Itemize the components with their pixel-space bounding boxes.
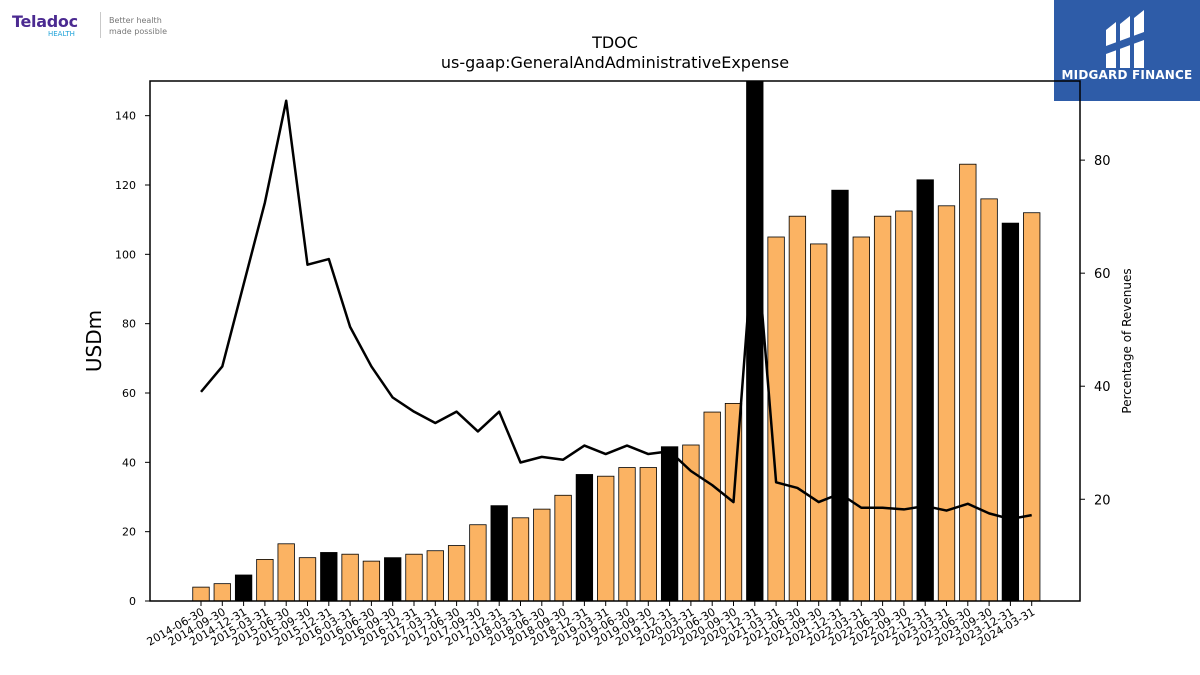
y-tick-label: 120	[115, 179, 136, 192]
left-axis: 0 20 40 60 80 100 120 140	[115, 110, 150, 608]
bar-2018-03-31	[511, 517, 530, 602]
bar-2022-12-31	[916, 179, 934, 602]
bar-2021-12-31	[831, 189, 849, 602]
bar-2015-03-31	[256, 559, 274, 602]
bar-2018-12-31	[575, 474, 594, 602]
y-tick-label: 0	[129, 595, 136, 608]
bar-2019-06-30	[618, 467, 636, 602]
y-tick-label: 100	[115, 248, 136, 261]
bar-2023-06-30	[959, 163, 977, 602]
bar-2018-09-30	[554, 494, 572, 602]
y-tick-label: 60	[122, 387, 136, 400]
teladoc-health-label: HEALTH	[48, 30, 75, 38]
y2-tick-label: 20	[1094, 493, 1111, 508]
bar-2015-12-31	[320, 552, 338, 602]
bar-2017-09-30	[469, 524, 487, 602]
publisher-name: MIDGARD FINANCE	[1061, 68, 1193, 82]
bar-2019-12-31	[660, 446, 679, 602]
bar-2017-03-31	[426, 550, 444, 602]
teladoc-wordmark: Teladoc	[12, 12, 78, 31]
bar-2020-06-30	[703, 411, 721, 602]
bar-2014-12-31	[234, 574, 253, 602]
midgard-logo-icon	[1106, 10, 1144, 68]
bar-2024-03-31	[1023, 212, 1041, 602]
bar-2023-03-31	[937, 205, 956, 602]
y-tick-label: 80	[122, 318, 136, 331]
bar-2016-12-31	[405, 553, 423, 602]
bar-2014-06-30	[192, 586, 210, 602]
bar-2023-09-30	[980, 198, 998, 602]
line-series	[200, 99, 1032, 521]
bar-2016-03-31	[341, 553, 359, 602]
teladoc-tagline-line1: Better health	[109, 16, 162, 25]
bar-2016-09-30	[384, 557, 402, 602]
chart-title: TDOC	[591, 33, 638, 52]
y2-tick-label: 40	[1094, 380, 1111, 395]
y-tick-label: 40	[122, 456, 136, 469]
bar-2017-06-30	[447, 545, 466, 602]
y-axis-label: USDm	[82, 310, 106, 372]
teladoc-tagline-line2: made possible	[109, 27, 167, 36]
bar-2019-03-31	[597, 475, 615, 602]
x-axis: 2014-06-302014-09-302014-12-312015-03-31…	[145, 601, 1037, 649]
plot-frame	[149, 80, 1081, 602]
bar-2018-06-30	[533, 508, 551, 602]
bar-2015-06-30	[277, 543, 295, 602]
bar-2015-09-30	[298, 557, 317, 602]
y2-tick-label: 60	[1094, 267, 1111, 282]
bar-2016-06-30	[362, 560, 381, 602]
logo-divider	[100, 12, 101, 38]
bar-2021-06-30	[788, 215, 807, 602]
pct-revenue-line	[200, 99, 1032, 521]
bar-2022-09-30	[895, 210, 913, 602]
right-axis: 20 40 60 80	[1080, 154, 1111, 508]
y-tick-label: 20	[122, 526, 136, 539]
bar-2022-06-30	[873, 215, 892, 602]
y2-axis-label: Percentage of Revenues	[1120, 268, 1134, 413]
teladoc-tagline: Better health made possible	[109, 15, 167, 37]
bar-2014-09-30	[213, 583, 231, 602]
y2-tick-label: 80	[1094, 154, 1111, 169]
bar-2019-09-30	[639, 467, 657, 602]
bar-2020-12-31	[746, 80, 764, 602]
y-tick-label: 140	[115, 110, 136, 123]
teladoc-logo: Teladoc HEALTH Better health made possib…	[12, 10, 182, 44]
bar-2021-09-30	[810, 243, 828, 602]
bar-2022-03-31	[852, 236, 870, 602]
bar-2017-12-31	[490, 505, 508, 602]
bar-2020-03-31	[682, 444, 700, 602]
bar-2023-12-31	[1001, 222, 1020, 602]
bar-series	[192, 80, 1041, 602]
chart-subtitle: us-gaap:GeneralAndAdministrativeExpense	[441, 53, 789, 72]
